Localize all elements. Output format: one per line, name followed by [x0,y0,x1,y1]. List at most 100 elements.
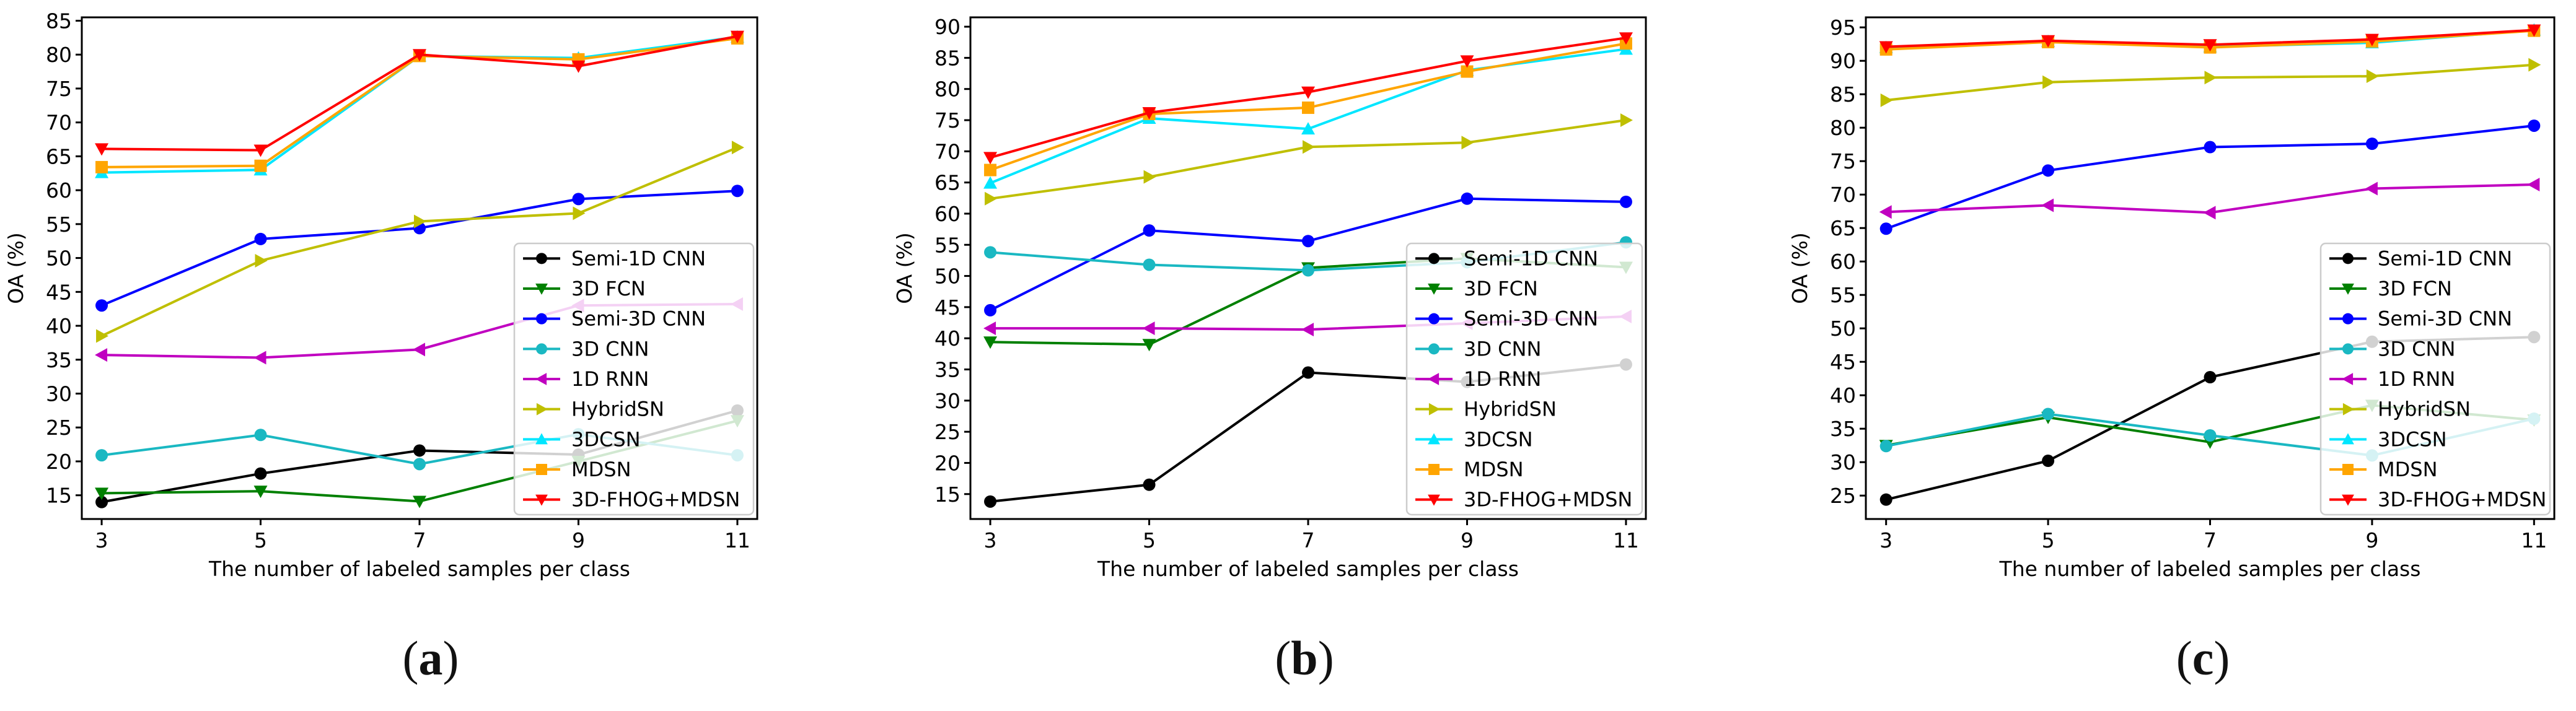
legend-label: HybridSN [571,398,664,421]
legend-label: Semi-1D CNN [2378,246,2512,270]
legend-label: 3D-FHOG+MDSN [1464,488,1632,512]
data-point-3d-fcn-x5 [253,486,268,499]
data-point-semi-1d-cnn-x7 [413,444,426,457]
x-tick-label: 9 [572,528,585,552]
legend-entry-mdsn: MDSN [2329,458,2438,481]
data-point-3d-fcn-x3 [983,336,998,349]
legend-label: 3D CNN [1464,337,1541,360]
legend-entry-semi-1d-cnn: Semi-1D CNN [523,246,706,270]
legend-marker [1428,433,1440,445]
panel-caption-a: (a) [402,631,459,685]
y-tick-label: 80 [46,43,72,67]
data-point-3d-fhog-mdsn-x7 [2203,39,2217,52]
series-3d-fhog-mdsn [983,32,1633,165]
data-point-hybridsn-x9 [1461,136,1474,150]
x-tick-label: 3 [984,528,997,552]
data-point-3d-fcn-x7 [413,495,426,508]
legend-marker [2342,403,2354,416]
data-point-semi-1d-cnn-x3 [95,495,108,508]
data-point-3d-cnn-x3 [1879,440,1892,453]
y-axis-label: OA (%) [4,232,28,304]
y-tick-label: 95 [1830,15,1856,40]
legend-entry-semi-3d-cnn: Semi-3D CNN [1415,307,1598,331]
legend-label: 3D CNN [571,337,649,360]
panel-label-a: a [418,631,443,685]
legend-entry-3dcsn: 3DCSN [2329,427,2447,451]
y-tick-label: 30 [46,382,72,406]
legend-marker [536,253,547,264]
y-tick-label: 85 [1830,82,1856,107]
legend-marker [2342,313,2354,325]
data-point-1d-rnn-x7 [2203,206,2216,220]
data-point-semi-3d-cnn-x5 [2042,164,2055,177]
legend-entry-1d-rnn: 1D RNN [2329,367,2455,391]
x-tick-label: 11 [1613,528,1639,552]
y-tick-label: 30 [1830,450,1856,474]
data-point-3d-cnn-x3 [95,449,108,462]
chart-panel-b: 3 5 7 9 1115202530354045505560657075808590Th… [892,15,1647,581]
legend-label: 1D RNN [1464,367,1541,391]
legend-label: HybridSN [1464,398,1557,421]
data-point-3d-fhog-mdsn-x5 [1142,107,1156,120]
data-point-hybridsn-x7 [2204,71,2217,85]
data-point-3d-fhog-mdsn-x5 [253,144,268,157]
data-point-semi-3d-cnn-x3 [95,299,108,312]
legend-marker [535,433,548,445]
y-tick-label: 75 [1830,149,1856,173]
data-point-semi-1d-cnn-x5 [1143,478,1156,491]
data-point-hybridsn-x7 [1303,140,1315,154]
legend-entry-3d-cnn: 3D CNN [1415,337,1541,360]
legend-label: 3DCSN [2378,427,2447,451]
y-tick-label: 60 [934,202,961,226]
legend-label: MDSN [1464,458,1524,481]
legend-entry-mdsn: MDSN [1415,458,1524,481]
panel-label-b: b [1291,631,1318,685]
data-point-3d-fhog-mdsn-x3 [95,143,109,156]
legend-marker [536,403,548,416]
legend-label: 3D-FHOG+MDSN [571,488,740,512]
legend-label: Semi-1D CNN [571,246,706,270]
legend-label: 3D FCN [1464,277,1538,300]
data-point-1d-rnn-x5 [1142,321,1155,336]
data-point-1d-rnn-x5 [2041,198,2054,212]
data-point-3dcsn-x7 [1301,122,1315,135]
y-tick-label: 50 [1830,316,1856,341]
series-hybridsn [96,141,744,343]
legend-marker [1428,253,1440,264]
data-point-hybridsn-x11 [731,141,744,155]
data-point-semi-1d-cnn-x5 [254,467,267,480]
series-line-3dcsn [990,48,1627,185]
data-point-semi-1d-cnn-x3 [984,495,997,508]
y-tick-label: 20 [46,450,72,474]
series-3d-fhog-mdsn [95,30,744,157]
data-point-3d-fhog-mdsn-x7 [413,49,426,62]
series-semi-3d-cnn [984,192,1632,316]
legend-marker [1428,283,1440,295]
y-tick-label: 20 [934,451,961,475]
data-point-3d-fhog-mdsn-x5 [2041,35,2055,48]
x-tick-label: 11 [2521,528,2547,552]
legend-entry-3d-fhog-mdsn: 3D-FHOG+MDSN [2329,488,2546,512]
legend-marker [2342,253,2354,264]
legend-frame [513,242,755,516]
x-axis-label: The number of labeled samples per class [1999,557,2421,581]
y-tick-label: 15 [934,482,961,507]
legend-entry-1d-rnn: 1D RNN [1415,367,1541,391]
data-point-3d-fhog-mdsn-x3 [983,152,998,165]
legend-label: 1D RNN [571,367,649,391]
y-tick-label: 65 [934,171,961,195]
y-tick-label: 45 [934,295,961,320]
legend-marker [1428,373,1440,385]
legend: Semi-1D CNN 3D FCN Semi-3D CNN 3D CNN 1D RNN… [2319,242,2551,516]
legend-entry-3d-cnn: 3D CNN [2329,337,2455,360]
data-point-3dcsn-x3 [983,176,998,189]
y-tick-label: 55 [934,233,961,257]
legend-marker [535,283,548,295]
data-point-1d-rnn-x3 [1879,205,1892,219]
legend-marker [2342,433,2354,445]
legend-marker [1428,403,1440,416]
legend-marker [2342,373,2354,385]
y-tick-label: 65 [1830,216,1856,240]
y-tick-label: 65 [46,144,72,168]
